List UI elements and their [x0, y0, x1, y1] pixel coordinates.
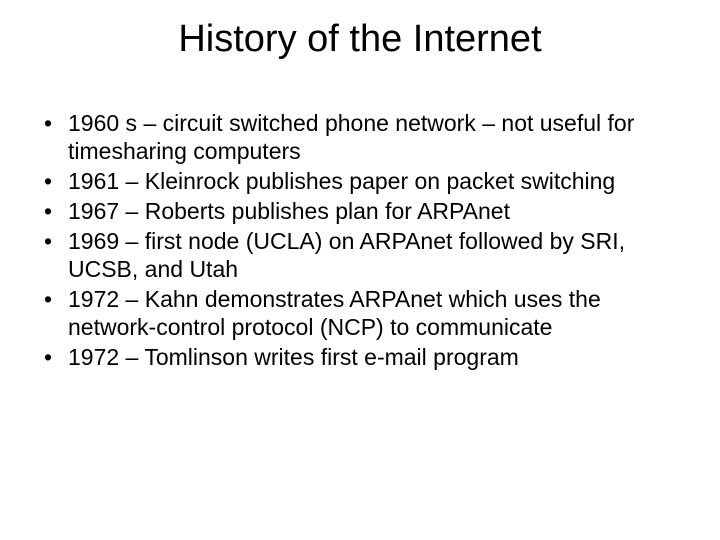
list-item: 1967 – Roberts publishes plan for ARPAne… [40, 197, 680, 225]
list-item: 1960 s – circuit switched phone network … [40, 109, 680, 165]
list-item: 1969 – first node (UCLA) on ARPAnet foll… [40, 227, 680, 283]
list-item: 1972 – Kahn demonstrates ARPAnet which u… [40, 285, 680, 341]
list-item: 1972 – Tomlinson writes first e-mail pro… [40, 343, 680, 371]
slide-title: History of the Internet [40, 18, 680, 61]
bullet-list: 1960 s – circuit switched phone network … [40, 109, 680, 371]
list-item: 1961 – Kleinrock publishes paper on pack… [40, 167, 680, 195]
